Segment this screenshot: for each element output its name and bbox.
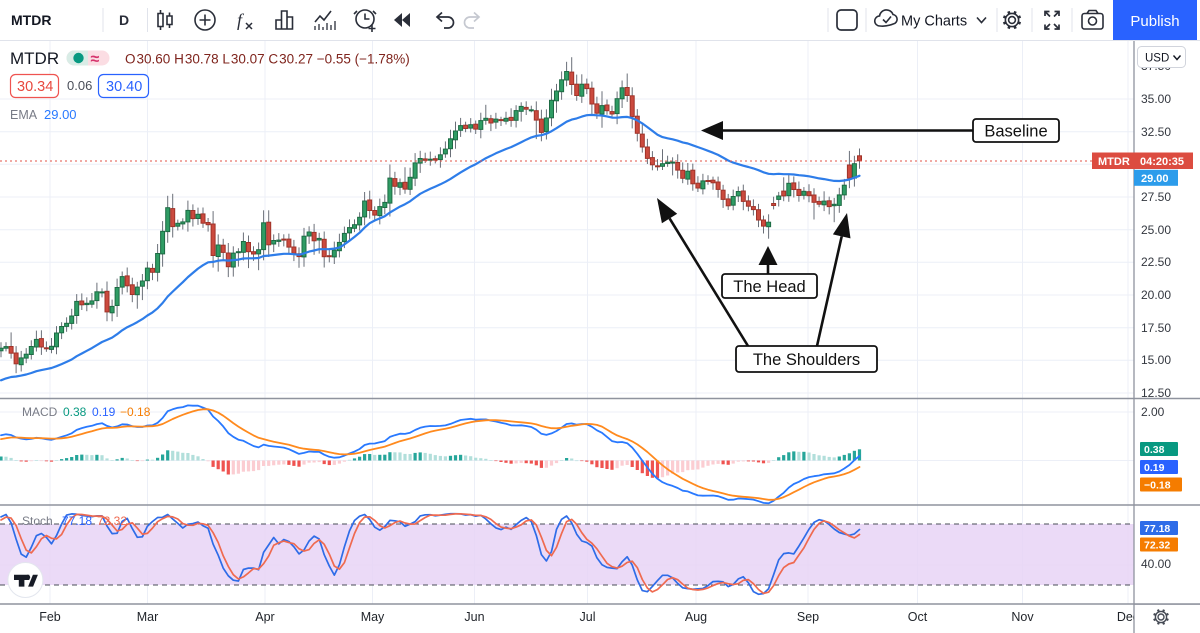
svg-text:04:20:35: 04:20:35	[1140, 156, 1184, 168]
svg-text:MACD: MACD	[22, 405, 58, 419]
svg-text:−0.18: −0.18	[120, 405, 151, 419]
svg-text:MTDR: MTDR	[11, 12, 51, 28]
svg-text:Aug: Aug	[685, 610, 707, 624]
svg-text:40.00: 40.00	[1141, 557, 1171, 571]
svg-text:EMA: EMA	[10, 108, 38, 122]
svg-text:≈: ≈	[91, 51, 100, 68]
svg-text:Nov: Nov	[1011, 610, 1034, 624]
svg-text:0.06: 0.06	[67, 78, 92, 93]
svg-text:25.00: 25.00	[1141, 223, 1171, 237]
svg-text:USD: USD	[1145, 53, 1169, 65]
svg-text:20.00: 20.00	[1141, 288, 1171, 302]
svg-text:f: f	[237, 10, 245, 30]
svg-text:77.18: 77.18	[62, 514, 92, 528]
svg-text:72.32: 72.32	[97, 514, 127, 528]
svg-text:May: May	[361, 610, 385, 624]
svg-text:22.50: 22.50	[1141, 255, 1171, 269]
svg-text:17.50: 17.50	[1141, 321, 1171, 335]
svg-text:12.50: 12.50	[1141, 386, 1171, 400]
svg-text:15.00: 15.00	[1141, 353, 1171, 367]
svg-text:My Charts: My Charts	[901, 14, 967, 30]
svg-text:0.19: 0.19	[1144, 462, 1165, 474]
svg-text:−0.18: −0.18	[1144, 480, 1171, 492]
svg-text:2.00: 2.00	[1141, 405, 1165, 419]
svg-text:Stoch: Stoch	[22, 514, 53, 528]
svg-text:30.34: 30.34	[17, 79, 53, 95]
svg-text:MTDR: MTDR	[1098, 156, 1130, 168]
svg-text:0.19: 0.19	[92, 405, 116, 419]
svg-text:Sep: Sep	[797, 610, 819, 624]
svg-text:29.00: 29.00	[1141, 173, 1169, 185]
svg-text:Mar: Mar	[137, 610, 159, 624]
svg-text:Oct: Oct	[908, 610, 928, 624]
svg-text:O30.60 H30.78 L30.07 C30.27: O30.60 H30.78 L30.07 C30.27 −0.55 (−1.78…	[125, 52, 410, 67]
svg-text:72.32: 72.32	[1144, 540, 1170, 552]
svg-text:27.50: 27.50	[1141, 190, 1171, 204]
svg-text:Dec: Dec	[1117, 610, 1139, 624]
svg-text:0.38: 0.38	[63, 405, 87, 419]
svg-text:32.50: 32.50	[1141, 125, 1171, 139]
svg-text:29.00: 29.00	[44, 107, 77, 122]
svg-text:MTDR: MTDR	[10, 49, 59, 68]
svg-text:Feb: Feb	[39, 610, 61, 624]
svg-text:30.40: 30.40	[106, 79, 142, 95]
svg-text:Publish: Publish	[1130, 13, 1179, 30]
svg-text:0.38: 0.38	[1144, 444, 1165, 456]
svg-text:35.00: 35.00	[1141, 92, 1171, 106]
svg-text:The Shoulders: The Shoulders	[753, 351, 860, 369]
svg-text:The Head: The Head	[733, 278, 805, 296]
svg-text:77.18: 77.18	[1144, 523, 1170, 535]
svg-text:Jul: Jul	[580, 610, 596, 624]
svg-text:D: D	[119, 12, 129, 28]
svg-text:Baseline: Baseline	[984, 123, 1047, 141]
svg-text:Jun: Jun	[464, 610, 484, 624]
svg-text:Apr: Apr	[255, 610, 274, 624]
